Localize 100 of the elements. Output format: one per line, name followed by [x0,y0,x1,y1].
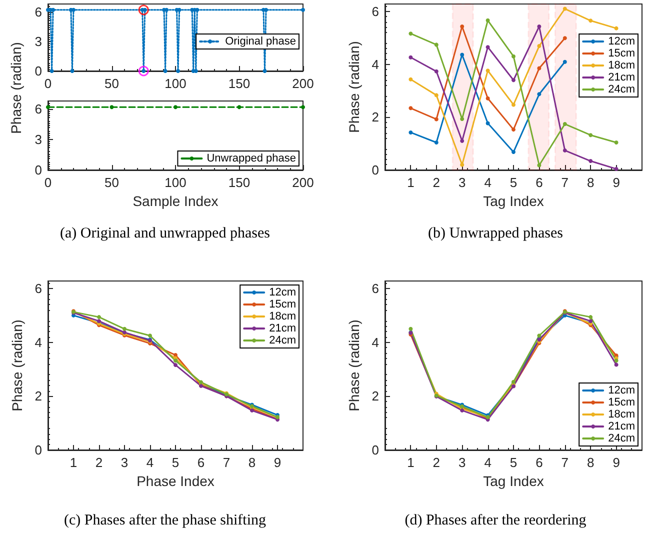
y-tick-label: 0 [34,162,42,178]
point [174,353,178,358]
x-tick-label: 1 [70,455,78,470]
point [486,68,490,73]
point [408,32,413,36]
point [408,55,413,60]
y-tick-label: 0 [372,162,379,178]
point [460,52,464,57]
point [460,24,464,28]
y-axis-title: Phase (radian) [346,320,362,412]
x-tick-label: 4 [484,175,492,190]
legend-label: 21cm [269,322,296,334]
x-tick-label: 3 [458,455,466,470]
y-tick-label: 3 [34,132,42,148]
x-tick-label: 3 [458,175,466,190]
x-tick-label: 8 [586,175,594,190]
point [486,45,490,50]
x-tick-label: 7 [222,455,230,470]
x-axis-title: Tag Index [483,473,544,489]
x-tick-label: 6 [536,455,543,470]
x-axis-title: Tag Index [483,193,544,209]
y-tick-label: 3 [34,34,42,49]
point [460,116,464,121]
point [588,315,593,320]
y-tick-label: 6 [372,281,379,296]
y-tick-label: 4 [34,334,42,350]
text: (d) Phases after the reordering [404,512,587,528]
point [537,24,542,28]
y-tick-label: 4 [372,56,379,72]
point [537,163,542,168]
point [408,130,413,134]
point [434,69,438,74]
point [512,54,516,58]
x-tick-label: 2 [432,455,440,470]
point [614,358,618,363]
x-tick-label: 5 [510,455,518,470]
point [562,60,567,64]
point [562,36,567,40]
x-tick-label: 7 [561,175,569,190]
point [434,93,438,98]
x-tick-label: 7 [561,455,569,470]
point [408,77,413,82]
legend-label: 12cm [269,286,296,298]
legend-label: 12cm [608,384,636,396]
legend-label: 18cm [269,310,296,322]
x-tick-label: 1 [407,455,414,470]
point [408,326,413,331]
y-tick-label: 6 [372,4,379,19]
x-tick-label: 50 [104,175,119,190]
y-axis-title: Phase (radian) [346,41,362,133]
legend-label: 15cm [608,396,636,408]
point [512,78,516,82]
legend-label: Unwrapped phase [206,152,296,164]
legend-label: 12cm [608,36,636,48]
x-tick-label: 100 [164,76,186,91]
legend-label: 18cm [608,60,636,72]
legend-label: 24cm [608,84,636,96]
legend-label: 21cm [608,72,636,84]
point [614,362,618,367]
y-tick-label: 6 [34,281,42,296]
y-tick-label: 6 [34,4,42,20]
x-tick-label: 50 [104,76,119,91]
legend-label: 21cm [608,420,636,432]
x-axis-title: Phase Index [136,473,214,489]
point [122,326,126,331]
legend-label: 24cm [608,432,636,444]
point [512,150,516,154]
point [588,18,593,23]
point [537,44,542,48]
point [434,140,438,145]
y-tick-label: 0 [34,64,42,78]
x-tick-label: 2 [95,455,103,470]
x-tick-label: 5 [510,175,518,190]
point [614,26,618,30]
x-tick-label: 100 [164,175,186,190]
y-tick-label: 2 [372,110,379,125]
point [562,6,567,11]
legend-label: 24cm [269,334,296,346]
point [486,96,490,100]
x-axis-title: Sample Index [132,193,218,209]
x-tick-label: 8 [586,455,594,470]
point [614,140,618,145]
y-axis-title: Phase (radian) [8,42,24,134]
legend-label: Original phase [225,36,296,48]
point [434,117,438,122]
y-axis-title: Phase (radian) [8,320,25,412]
x-tick-label: 9 [612,455,620,470]
text: (b) Unwrapped phases [428,226,564,242]
y-tick-label: 6 [34,102,42,117]
y-tick-label: 0 [372,442,379,458]
point [537,92,542,96]
point [562,122,567,126]
point [408,106,413,110]
y-tick-label: 2 [34,388,42,404]
point [434,42,438,47]
x-tick-label: 4 [484,455,492,470]
x-tick-label: 0 [44,175,52,190]
point [486,18,490,22]
x-tick-label: 6 [197,455,205,470]
y-tick-label: 2 [372,388,379,404]
